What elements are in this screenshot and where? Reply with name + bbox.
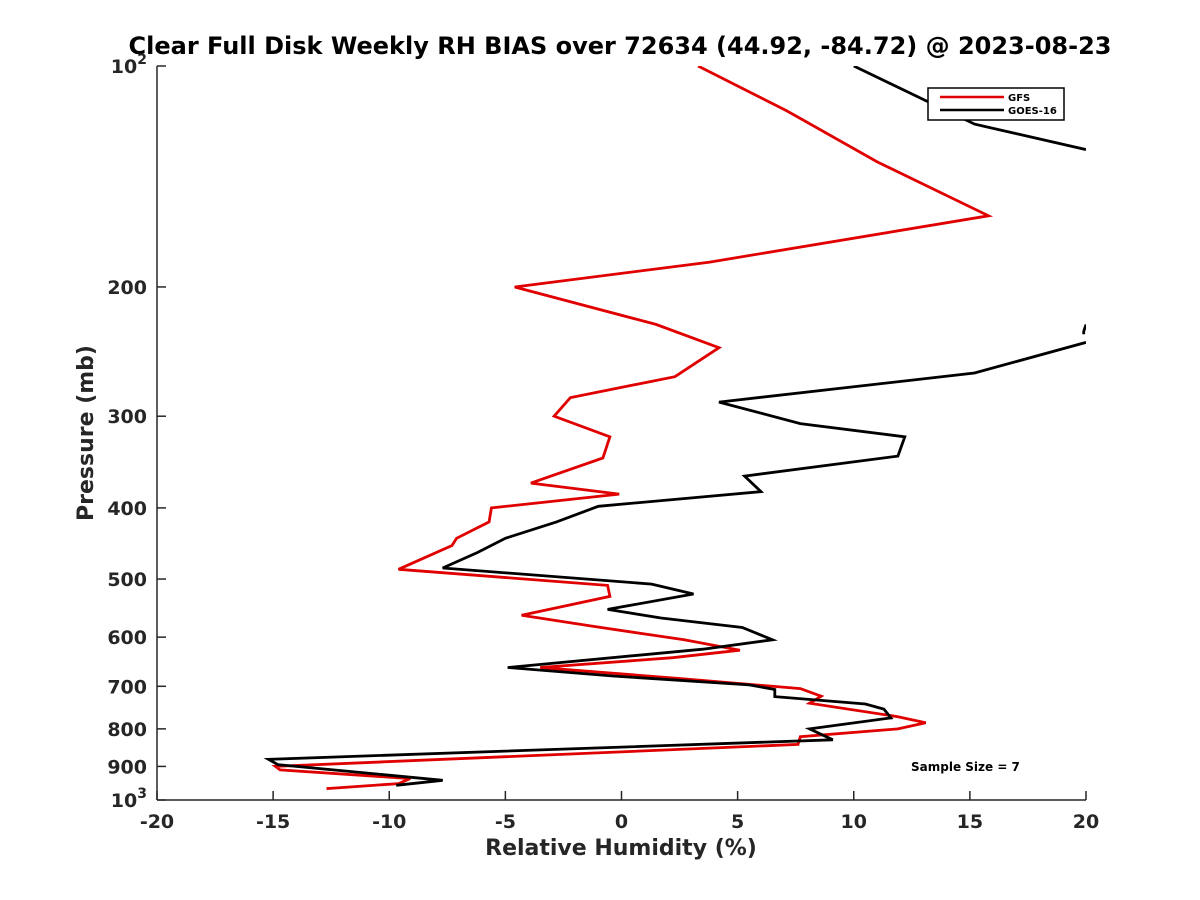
x-tick-label: 5 xyxy=(731,811,744,833)
y-tick-label: 500 xyxy=(107,569,147,591)
series-group xyxy=(263,66,1086,790)
x-tick-label: 10 xyxy=(841,811,867,833)
y-tick-label: 700 xyxy=(107,676,147,698)
y-tick-label: 300 xyxy=(107,406,147,428)
y-tick-label: 200 xyxy=(107,277,147,299)
plot-area xyxy=(263,66,1086,790)
legend-label-gfs: GFS xyxy=(1008,93,1030,104)
series-line-gfs xyxy=(271,66,994,790)
series-line-goes16-part-2 xyxy=(1082,324,1086,335)
axes: -20 -15 -10 -5 0 5 10 15 20 102 200 300 400 500 600 700… xyxy=(107,52,1099,833)
x-tick-label: 0 xyxy=(615,811,628,833)
y-tick-label: 600 xyxy=(107,627,147,649)
x-tick-label: -10 xyxy=(372,811,406,833)
y-tick-label: 900 xyxy=(107,756,147,778)
sample-size-annotation: Sample Size = 7 xyxy=(911,760,1020,774)
chart-title: Clear Full Disk Weekly RH BIAS over 7263… xyxy=(129,32,1112,60)
x-tick-label: 15 xyxy=(957,811,983,833)
x-axis-label: Relative Humidity (%) xyxy=(485,836,757,861)
y-axis-label: Pressure (mb) xyxy=(74,345,99,521)
y-tick-label: 400 xyxy=(107,498,147,520)
y-tick-label: 102 xyxy=(111,52,147,78)
x-tick-label: -5 xyxy=(495,811,516,833)
series-line-goes16-part-3 xyxy=(263,341,1086,787)
legend-label-goes16: GOES-16 xyxy=(1008,106,1057,117)
x-tick-label: 20 xyxy=(1073,811,1099,833)
x-tick-label: -15 xyxy=(256,811,290,833)
legend-box xyxy=(927,87,1065,121)
x-tick-label: -20 xyxy=(140,811,174,833)
legend: GFS GOES-16 xyxy=(927,87,1065,121)
y-tick-label: 800 xyxy=(107,719,147,741)
y-tick-label: 103 xyxy=(111,786,147,812)
series-line-goes16-part-1 xyxy=(853,66,1086,151)
